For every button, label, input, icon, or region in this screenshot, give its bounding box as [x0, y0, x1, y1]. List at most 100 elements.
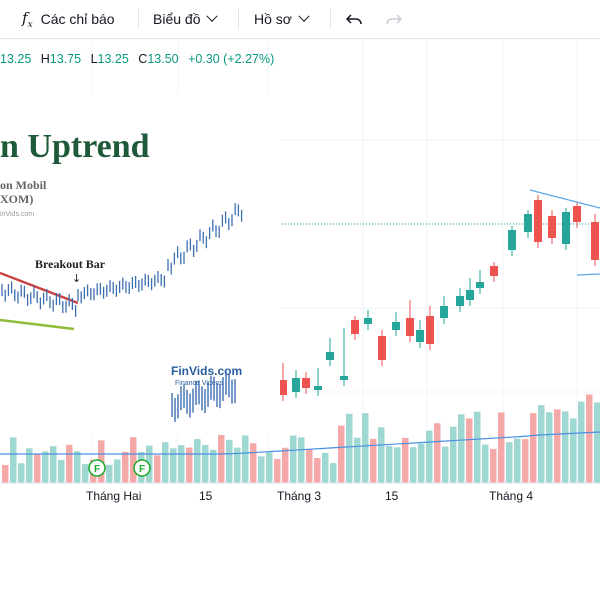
candle — [524, 210, 532, 238]
volume-moving-average-line — [0, 431, 600, 455]
volume-bar — [538, 405, 545, 483]
volume-bar — [586, 394, 593, 483]
candle-body — [534, 200, 542, 242]
logo-text: FinVids.com — [171, 364, 242, 378]
high-key: H — [40, 52, 50, 66]
candle-body — [490, 266, 498, 276]
volume-bar — [426, 430, 433, 483]
volume-bar — [418, 443, 425, 483]
volume-bar — [154, 455, 161, 483]
close-value: 13.50 — [147, 52, 179, 66]
volume-bar — [458, 414, 465, 483]
redo-icon — [386, 14, 403, 25]
article-ticker: XOM) — [0, 192, 33, 206]
volume-bar — [554, 409, 561, 483]
volume-bar — [490, 448, 497, 483]
candle-body — [573, 206, 581, 222]
volume-bar — [394, 447, 401, 483]
volume-bar — [322, 452, 329, 483]
candle — [416, 320, 424, 348]
event-marker-label: F — [139, 464, 145, 475]
volume-bar — [258, 456, 265, 483]
volume-bar — [514, 438, 521, 483]
volume-bar — [386, 445, 393, 483]
candle-body — [562, 212, 570, 244]
candle-body — [416, 330, 424, 342]
candle-body — [456, 296, 464, 306]
candle — [426, 306, 434, 350]
candle-body — [466, 290, 474, 300]
support-line — [0, 318, 75, 331]
candle-body — [314, 386, 322, 390]
breakout-arrow: ↓ — [72, 272, 81, 285]
candle — [440, 296, 448, 324]
candle — [302, 372, 310, 394]
volume-bar — [450, 426, 457, 483]
toolbar-divider — [330, 9, 331, 29]
volume-bar — [82, 464, 89, 483]
low-key: L — [90, 52, 98, 66]
candle-body — [292, 378, 300, 392]
volume-bar — [442, 446, 449, 483]
price-chart[interactable]: F F — [0, 40, 600, 505]
candle-body — [364, 318, 372, 324]
indicators-button[interactable]: fx Các chỉ báo — [22, 0, 115, 38]
undo-icon — [345, 14, 362, 25]
candle-body — [392, 322, 400, 330]
volume-bar — [330, 463, 337, 483]
profile-menu-button[interactable]: Hồ sơ — [254, 0, 310, 38]
candle-body — [426, 316, 434, 344]
volume-bar — [170, 448, 177, 483]
candle-body — [440, 306, 448, 318]
bottom-panel — [0, 505, 600, 600]
x-axis-label-15-feb: 15 — [199, 489, 213, 503]
volume-bar — [114, 459, 121, 483]
candle-body — [508, 230, 516, 250]
candle — [326, 338, 334, 366]
volume-bar — [402, 437, 409, 483]
candle — [548, 210, 556, 244]
volume-bar — [594, 402, 600, 483]
candle-body — [406, 318, 414, 336]
candle — [490, 262, 498, 282]
event-marker-1[interactable]: F — [88, 459, 106, 477]
chart-menu-label: Biểu đồ — [153, 11, 201, 27]
candle — [534, 195, 542, 248]
resistance-line — [0, 271, 79, 305]
candle-body — [524, 214, 532, 232]
volume-bar — [18, 463, 25, 483]
volume-bar — [266, 452, 273, 483]
candle — [406, 300, 414, 342]
chart-menu-button[interactable]: Biểu đồ — [153, 0, 219, 38]
redo-button[interactable] — [385, 0, 403, 38]
volume-bar — [178, 445, 185, 483]
candle — [351, 316, 359, 340]
volume-bar — [506, 442, 513, 483]
volume-bar — [290, 435, 297, 483]
change-value: +0.30 (+2.27%) — [188, 52, 275, 66]
candle-body — [340, 376, 348, 380]
undo-button[interactable] — [345, 0, 363, 38]
event-marker-label: F — [94, 464, 100, 475]
article-price-bars — [1, 203, 243, 318]
volume-bar — [66, 444, 73, 483]
volume-bar — [370, 438, 377, 483]
event-marker-2[interactable]: F — [133, 459, 151, 477]
volume-bar — [250, 443, 257, 483]
volume-bar — [234, 447, 241, 483]
candle — [292, 370, 300, 398]
indicators-label: Các chỉ báo — [40, 11, 115, 27]
volume-bar — [202, 444, 209, 483]
candle — [392, 312, 400, 336]
volume-bar — [354, 437, 361, 483]
volume-bar — [282, 447, 289, 483]
article-site-small: inVids.com — [0, 211, 34, 218]
volume-bar — [210, 449, 217, 483]
volume-bar — [242, 435, 249, 483]
volume-bar — [378, 427, 385, 483]
high-value: 13.75 — [49, 52, 82, 66]
x-axis-label-month-feb: Tháng Hai — [86, 489, 142, 503]
article-company: on Mobil — [0, 178, 47, 192]
volume-bar — [74, 451, 81, 483]
x-axis-label-15-mar: 15 — [385, 489, 399, 503]
